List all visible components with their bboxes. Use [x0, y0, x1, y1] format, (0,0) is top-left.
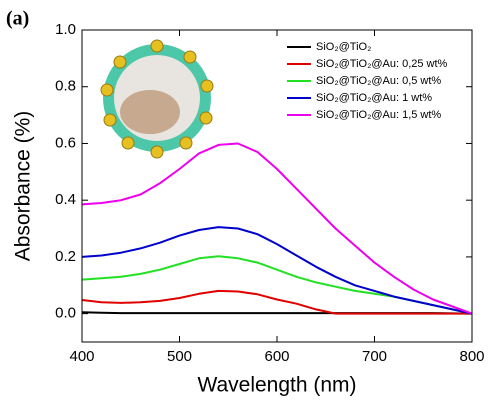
y-axis-title: Absorbance (%) [12, 111, 35, 262]
panel-label: (a) [6, 8, 29, 30]
y-tick-label: 0.2 [55, 248, 76, 265]
x-tick-label: 600 [264, 348, 289, 365]
legend-label: SiO₂@TiO₂@Au: 1 wt% [316, 92, 432, 104]
series-line [81, 142, 473, 315]
plot-frame [81, 29, 473, 343]
x-tick-label: 400 [69, 348, 94, 365]
series-line [81, 226, 473, 315]
y-tick-label: 1.0 [55, 21, 76, 38]
core-shade [120, 90, 180, 134]
legend-label: SiO₂@TiO₂@Au: 1,5 wt% [316, 109, 441, 121]
gold-dots [100, 39, 214, 159]
y-tick-label: 0.4 [55, 191, 76, 208]
legend-label: SiO₂@TiO₂ [316, 41, 371, 53]
y-tick-label: 0.8 [55, 78, 76, 95]
x-tick-label: 500 [167, 348, 192, 365]
legend-label: SiO₂@TiO₂@Au: 0,5 wt% [316, 75, 441, 87]
legend-label: SiO₂@TiO₂@Au: 0,25 wt% [316, 58, 448, 70]
y-tick-label: 0.0 [55, 305, 76, 322]
series-line [81, 289, 472, 315]
nanoparticle-illustration [100, 39, 214, 159]
series-line [81, 255, 473, 315]
x-tick-label: 700 [362, 348, 387, 365]
y-tick-label: 0.6 [55, 134, 76, 151]
x-tick-label: 800 [459, 348, 484, 365]
x-axis-title: Wavelength (nm) [197, 374, 356, 397]
